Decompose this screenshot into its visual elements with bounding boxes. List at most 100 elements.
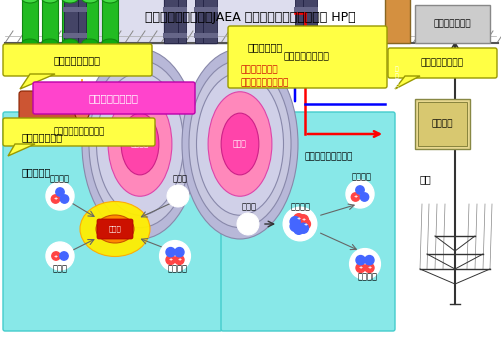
Text: 蒸
気
発
生: 蒸 気 発 生 bbox=[395, 66, 399, 92]
Circle shape bbox=[356, 263, 365, 272]
Ellipse shape bbox=[121, 113, 159, 175]
Circle shape bbox=[294, 214, 304, 224]
Bar bbox=[64, 0, 78, 43]
Bar bbox=[77, 7, 87, 12]
Text: 重水素: 重水素 bbox=[53, 264, 68, 273]
Circle shape bbox=[46, 182, 74, 210]
Text: 変電施設: 変電施設 bbox=[431, 119, 453, 129]
Ellipse shape bbox=[189, 61, 291, 228]
Bar bbox=[203, 0, 217, 43]
Bar bbox=[63, 7, 79, 12]
Text: +: + bbox=[303, 222, 308, 226]
Bar bbox=[194, 7, 204, 12]
Bar bbox=[163, 33, 179, 38]
Bar bbox=[295, 0, 303, 43]
Bar bbox=[302, 33, 318, 38]
Ellipse shape bbox=[196, 73, 284, 215]
Text: 冷却材（水、ガス）: 冷却材（水、ガス） bbox=[305, 152, 353, 161]
Bar bbox=[194, 33, 204, 38]
Polygon shape bbox=[20, 74, 55, 89]
Circle shape bbox=[356, 256, 365, 265]
Text: +: + bbox=[54, 254, 58, 258]
Text: ヘリウム: ヘリウム bbox=[358, 272, 378, 281]
Bar bbox=[418, 102, 467, 146]
Polygon shape bbox=[395, 76, 420, 89]
Circle shape bbox=[46, 242, 74, 270]
Ellipse shape bbox=[97, 73, 183, 215]
Text: 燃料の補給: 燃料の補給 bbox=[22, 167, 52, 177]
Ellipse shape bbox=[108, 92, 172, 196]
Text: 中性子: 中性子 bbox=[233, 140, 247, 149]
Circle shape bbox=[166, 255, 175, 265]
Ellipse shape bbox=[89, 61, 191, 228]
Text: +: + bbox=[168, 257, 173, 262]
Circle shape bbox=[351, 193, 360, 201]
Circle shape bbox=[298, 223, 309, 233]
Bar bbox=[202, 33, 218, 38]
Polygon shape bbox=[8, 144, 35, 156]
Text: ・トリチウムを作る: ・トリチウムを作る bbox=[241, 78, 290, 87]
Text: タービン発電機: タービン発電機 bbox=[433, 20, 471, 29]
Text: +: + bbox=[177, 257, 181, 262]
Text: プラズマの加熱: プラズマの加熱 bbox=[22, 132, 63, 142]
FancyBboxPatch shape bbox=[3, 118, 155, 146]
Ellipse shape bbox=[82, 49, 198, 239]
Circle shape bbox=[356, 186, 364, 194]
FancyBboxPatch shape bbox=[64, 0, 216, 43]
Circle shape bbox=[175, 255, 184, 265]
Bar bbox=[385, 0, 410, 43]
Ellipse shape bbox=[62, 0, 78, 3]
Ellipse shape bbox=[74, 94, 90, 122]
Text: 重水素は海水から: 重水素は海水から bbox=[54, 55, 101, 65]
Bar bbox=[22, 0, 38, 43]
FancyBboxPatch shape bbox=[33, 82, 195, 114]
Bar bbox=[62, 0, 78, 43]
Ellipse shape bbox=[182, 49, 298, 239]
Ellipse shape bbox=[42, 39, 58, 47]
Ellipse shape bbox=[82, 39, 98, 47]
Bar bbox=[177, 7, 187, 12]
Bar bbox=[82, 0, 98, 43]
Bar bbox=[77, 33, 87, 38]
FancyBboxPatch shape bbox=[19, 91, 85, 125]
Text: 三重水素: 三重水素 bbox=[50, 174, 70, 183]
Text: +: + bbox=[359, 265, 363, 270]
Bar bbox=[294, 33, 304, 38]
Bar bbox=[202, 7, 218, 12]
Ellipse shape bbox=[22, 39, 38, 47]
Text: +: + bbox=[297, 216, 301, 221]
Bar bbox=[415, 99, 470, 149]
FancyBboxPatch shape bbox=[3, 44, 152, 76]
Text: 三重水素ができる: 三重水素ができる bbox=[420, 58, 463, 67]
Circle shape bbox=[346, 180, 374, 208]
Bar bbox=[42, 0, 58, 43]
Circle shape bbox=[60, 252, 68, 260]
Ellipse shape bbox=[96, 215, 134, 243]
Text: ブランケットでは: ブランケットでは bbox=[284, 53, 330, 62]
Circle shape bbox=[237, 213, 259, 235]
Bar bbox=[78, 0, 86, 43]
Circle shape bbox=[166, 248, 175, 257]
Circle shape bbox=[294, 224, 304, 234]
Bar bbox=[303, 0, 317, 43]
Text: ブランケット: ブランケット bbox=[247, 42, 283, 52]
Text: ・熱を取り出す: ・熱を取り出す bbox=[241, 65, 279, 75]
Ellipse shape bbox=[22, 0, 38, 3]
Circle shape bbox=[56, 188, 64, 196]
Bar bbox=[302, 7, 318, 12]
Ellipse shape bbox=[42, 0, 58, 3]
FancyBboxPatch shape bbox=[221, 112, 395, 331]
Circle shape bbox=[160, 240, 190, 271]
Circle shape bbox=[283, 207, 317, 241]
Text: 中性子: 中性子 bbox=[173, 174, 188, 183]
Circle shape bbox=[167, 185, 189, 207]
Text: リチウム: リチウム bbox=[291, 202, 311, 211]
Text: +: + bbox=[54, 196, 58, 202]
Circle shape bbox=[360, 193, 369, 201]
Circle shape bbox=[350, 249, 380, 279]
Text: 三重水素: 三重水素 bbox=[352, 172, 372, 181]
Bar bbox=[63, 33, 79, 38]
Bar bbox=[177, 33, 187, 38]
Text: プラズマの中では: プラズマの中では bbox=[89, 93, 139, 103]
Circle shape bbox=[175, 248, 184, 257]
